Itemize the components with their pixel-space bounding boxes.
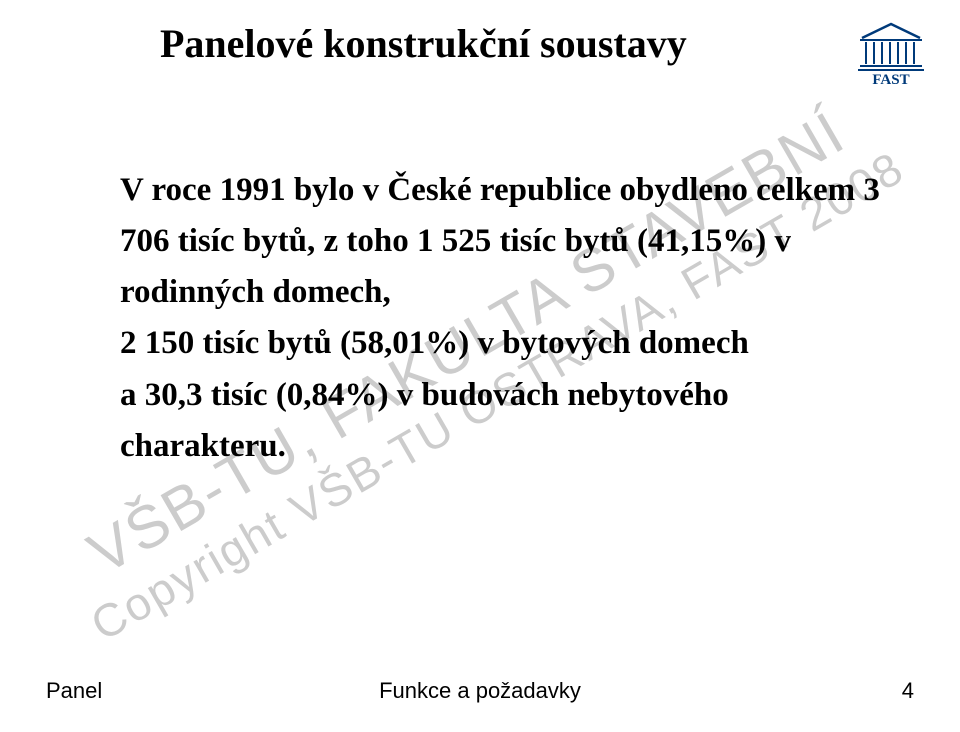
body-line-1: V roce 1991 bylo v České republice obydl…	[120, 172, 880, 310]
body-line-2: 2 150 tisíc bytů (58,01%) v bytových dom…	[120, 325, 749, 361]
fast-logo-icon: FAST	[852, 18, 930, 86]
body-text: V roce 1991 bylo v České republice obydl…	[120, 165, 880, 472]
footer-left: Panel	[46, 678, 102, 704]
slide: VŠB-TU, FAKULTA STAVEBNÍ Copyright VŠB-T…	[0, 0, 960, 732]
page-title: Panelové konstrukční soustavy	[160, 20, 687, 67]
footer-page-number: 4	[902, 678, 914, 704]
body-line-3: a 30,3 tisíc (0,84%) v budovách nebytové…	[120, 377, 729, 464]
footer-center: Funkce a požadavky	[379, 678, 581, 704]
logo-text: FAST	[872, 72, 909, 86]
